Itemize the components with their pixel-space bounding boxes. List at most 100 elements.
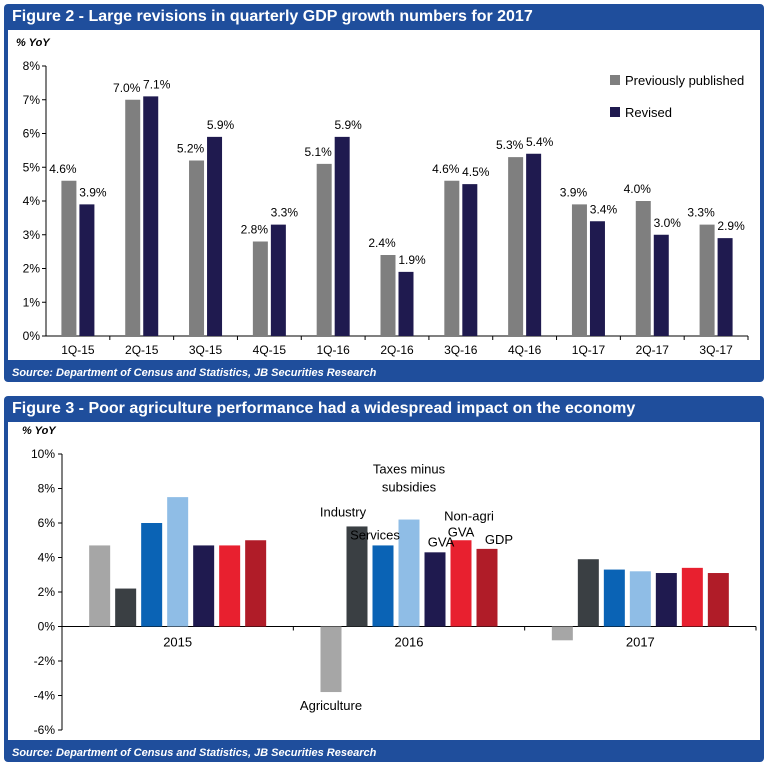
legend-swatch [610,75,620,85]
bar-agriculture [89,545,111,627]
bar-non-agri-gva [681,567,703,627]
annotation-label: Non-agri [444,508,494,523]
data-label: 2.4% [368,236,396,250]
bar-gdp [707,573,729,627]
data-label: 5.1% [305,145,333,159]
bar-industry [577,559,599,627]
figure-2-source: Source: Department of Census and Statist… [12,367,377,379]
y-tick-label: 0% [38,620,56,634]
bar-previously-published [189,160,205,336]
bar-previously-published [380,255,396,336]
y-tick-label: 7% [23,93,41,107]
bar-previously-published [316,163,332,336]
data-label: 2.8% [241,223,269,237]
data-label: 5.3% [496,138,524,152]
bar-gva [424,552,446,627]
data-label: 7.1% [143,77,171,91]
y-tick-label: 4% [23,194,41,208]
y-tick-label: 6% [38,516,56,530]
y-axis-label: % YoY [16,37,51,49]
x-tick-label: 2Q-15 [125,343,159,357]
y-tick-label: 2% [23,262,41,276]
x-tick-label: 1Q-16 [317,343,351,357]
data-label: 5.9% [207,118,235,132]
bar-non-agri-gva [450,540,472,627]
y-tick-label: 3% [23,228,41,242]
figure-2-chart: % YoY0%1%2%3%4%5%6%7%8%4.6%3.9%1Q-157.0%… [16,37,749,357]
y-tick-label: -6% [34,723,56,737]
figure-3-panel: Figure 3 - Poor agriculture performance … [4,396,764,762]
annotation-label: Services [350,527,400,542]
y-tick-label: 8% [23,59,41,73]
bar-previously-published [508,157,524,336]
x-tick-label: 4Q-16 [508,343,542,357]
annotation-label: GVA [448,524,475,539]
bar-previously-published [125,99,141,336]
data-label: 7.0% [113,81,141,95]
bar-revised [653,234,669,336]
annotation-label: Industry [320,504,367,519]
data-label: 3.9% [560,185,588,199]
legend-swatch [610,107,620,117]
bar-revised [270,224,286,336]
x-tick-label: 2015 [163,635,192,650]
bar-revised [717,238,733,336]
x-tick-label: 2Q-16 [380,343,414,357]
y-tick-label: 4% [38,551,56,565]
y-axis-label: % YoY [22,425,57,437]
bar-previously-published [699,224,715,336]
y-tick-label: 1% [23,295,41,309]
x-tick-label: 3Q-16 [444,343,478,357]
data-label: 3.9% [79,185,107,199]
bar-previously-published [61,180,77,336]
data-label: 4.5% [462,165,490,179]
data-label: 4.6% [49,162,77,176]
x-tick-label: 4Q-15 [253,343,287,357]
data-label: 3.3% [271,206,299,220]
bar-previously-published [444,180,460,336]
y-tick-label: 8% [38,482,56,496]
bar-gva [655,573,677,627]
data-label: 3.3% [687,206,715,220]
bar-gdp [476,548,498,627]
figure-2-title: Figure 2 - Large revisions in quarterly … [12,8,533,25]
x-tick-label: 3Q-15 [189,343,223,357]
bar-taxes-minus-subsidies [398,519,420,627]
bar-revised [334,136,350,336]
figure-3-title: Figure 3 - Poor agriculture performance … [12,400,636,417]
figure-3-chart: % YoY -6% -4% -2% 0% 2% 4% 6% 8% 10% 2015 2016 2017 I… [22,425,757,737]
bar-taxes-minus-subsidies [167,497,189,627]
figure-2-plot-area: % YoY 0% 1% 2% 3% 4% 5% 6% 7% 8% 4.6% 3.9% 1Q-15 7.0%… [8,30,760,360]
x-tick-label: 1Q-17 [572,343,606,357]
bar-revised [207,136,223,336]
bar-industry [346,526,368,627]
x-tick-label: 3Q-17 [699,343,733,357]
x-tick-label: 1Q-15 [61,343,95,357]
bar-services [372,545,394,627]
annotation-label: GVA [428,534,455,549]
x-tick-label: 2017 [626,635,655,650]
annotation-label: GDP [485,532,513,547]
y-tick-label: -4% [34,689,56,703]
bar-services [141,523,163,627]
bar-services [603,569,625,627]
y-tick-label: 5% [23,160,41,174]
data-label: 5.2% [177,142,205,156]
bar-revised [589,221,605,336]
y-tick-label: 10% [31,447,55,461]
data-label: 3.0% [654,216,682,230]
bar-revised [526,153,542,336]
annotation-label: Agriculture [300,698,362,713]
legend-label: Previously published [625,73,744,88]
figure-3-source: Source: Department of Census and Statist… [12,747,377,759]
y-tick-label: 6% [23,127,41,141]
bar-non-agri-gva [219,545,241,627]
bar-gdp [245,540,267,627]
bar-previously-published [252,241,268,336]
data-label: 5.4% [526,135,554,149]
legend-label: Revised [625,105,672,120]
data-label: 4.6% [432,162,460,176]
bar-taxes-minus-subsidies [629,571,651,627]
bar-revised [462,184,478,336]
x-tick-label: 2016 [395,635,424,650]
